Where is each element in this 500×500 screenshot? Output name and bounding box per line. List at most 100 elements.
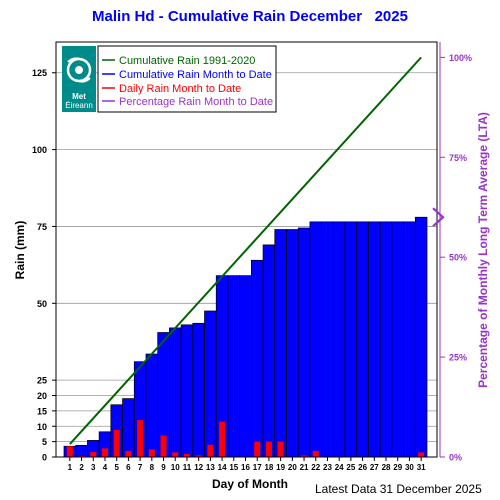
legend-daily: Daily Rain Month to Date <box>119 83 241 95</box>
x-tick-label: 25 <box>346 463 355 472</box>
cumulative-bar <box>368 221 381 458</box>
cumulative-bar <box>262 244 276 458</box>
chart-title: Malin Hd - Cumulative Rain December 2025 <box>92 8 408 25</box>
x-tick-label: 30 <box>405 463 414 472</box>
x-tick-label: 22 <box>311 463 320 472</box>
x-axis-label: Day of Month <box>212 477 288 491</box>
x-tick-label: 26 <box>358 463 367 472</box>
daily-bar <box>207 444 214 457</box>
chart-title-year: 2025 <box>374 8 408 25</box>
latest-data-footer: Latest Data 31 December 2025 <box>315 482 482 496</box>
x-tick-label: 13 <box>206 463 215 472</box>
legend-lta: Cumulative Rain 1991-2020 <box>119 55 255 67</box>
cumulative-bar <box>379 221 393 458</box>
lta-line-group <box>69 56 422 445</box>
percentage-marker-group <box>432 207 445 228</box>
cumulative-bar <box>356 221 369 458</box>
cumulative-bars <box>63 216 428 458</box>
cumulative-bar <box>192 322 205 458</box>
daily-bar <box>137 420 144 457</box>
cumulative-bar <box>274 229 287 458</box>
x-tick-label: 1 <box>68 463 73 472</box>
daily-bar <box>219 421 226 457</box>
cumulative-bar <box>180 324 194 458</box>
x-tick-label: 31 <box>417 463 426 472</box>
cumulative-bar <box>227 275 240 458</box>
daily-bar <box>160 435 167 457</box>
daily-bar <box>148 449 155 457</box>
cumulative-bar <box>169 327 182 458</box>
x-tick-label: 10 <box>171 463 180 472</box>
cumulative-bar <box>344 221 358 458</box>
cumulative-bar <box>332 221 346 458</box>
x-tick-label: 29 <box>393 463 402 472</box>
cumulative-bar <box>145 353 159 458</box>
y-tick-label: 15 <box>37 406 47 416</box>
x-tick-label: 24 <box>335 463 344 472</box>
legend-percentage: Percentage Rain Month to Date <box>119 96 273 108</box>
cumulative-bar <box>75 444 88 458</box>
daily-bar <box>418 452 425 457</box>
x-tick-label: 18 <box>264 463 273 472</box>
daily-bar <box>172 452 179 457</box>
y-axis: 0 5 10 15 20 25 50 75 100 125 <box>32 68 56 463</box>
y-tick-label: 50 <box>37 299 47 309</box>
x-tick-label: 3 <box>91 463 96 472</box>
x-tick-label: 5 <box>114 463 119 472</box>
x-tick-label: 8 <box>150 463 155 472</box>
daily-bar <box>101 448 108 457</box>
x-tick-label: 28 <box>382 463 391 472</box>
x-tick-label: 7 <box>138 463 143 472</box>
y2-tick-label: 25% <box>449 353 467 363</box>
y-tick-label: 125 <box>32 68 47 78</box>
daily-bar <box>195 455 202 457</box>
cumulative-bar <box>251 259 264 458</box>
x-tick-label: 16 <box>241 463 250 472</box>
daily-bar <box>183 453 190 457</box>
daily-bar <box>254 441 261 457</box>
percentage-marker <box>432 207 445 228</box>
y2-tick-label: 100% <box>449 53 472 63</box>
x-tick-label: 14 <box>218 463 227 472</box>
daily-bar <box>301 455 308 457</box>
cumulative-bar <box>122 398 135 458</box>
cumulative-bar <box>309 221 322 458</box>
x-tick-label: 11 <box>183 463 192 472</box>
logo-line1: Met <box>72 92 86 101</box>
y2-tick-label: 50% <box>449 253 467 263</box>
plot-frame <box>55 41 438 458</box>
daily-bars <box>66 420 425 457</box>
x-tick-label: 19 <box>276 463 285 472</box>
daily-bar <box>113 429 120 457</box>
cumulative-bar <box>286 229 299 458</box>
y2-axis-label: Percentage of Monthly Long Term Average … <box>476 112 490 388</box>
legend-cumulative: Cumulative Rain Month to Date <box>119 69 272 81</box>
x-tick-label: 15 <box>229 463 238 472</box>
y-tick-label: 5 <box>42 437 47 447</box>
cumulative-bar <box>414 216 428 458</box>
cumulative-bar <box>391 221 404 458</box>
daily-bar <box>90 452 97 457</box>
y-tick-label: 75 <box>37 222 47 232</box>
x-tick-label: 6 <box>126 463 131 472</box>
x-tick-label: 27 <box>370 463 379 472</box>
cumulative-bar <box>321 221 334 458</box>
daily-bar <box>312 450 319 457</box>
y-tick-label: 10 <box>37 422 47 432</box>
logo-line2: Éireann <box>65 101 93 110</box>
y-tick-label: 20 <box>37 391 47 401</box>
y2-axis: 0% 25% 50% 75% 100% <box>439 42 472 463</box>
x-tick-label: 20 <box>288 463 297 472</box>
x-tick-label: 21 <box>300 463 309 472</box>
x-tick-label: 17 <box>253 463 262 472</box>
lta-line <box>69 56 422 445</box>
y-tick-label: 100 <box>32 145 47 155</box>
y-axis-label: Rain (mm) <box>13 221 27 280</box>
x-tick-label: 23 <box>323 463 332 472</box>
y2-tick-label: 75% <box>449 153 467 163</box>
daily-bar <box>125 450 132 457</box>
legend: Cumulative Rain 1991-2020 Cumulative Rai… <box>97 45 277 113</box>
y-tick-label: 25 <box>37 376 47 386</box>
cumulative-bar <box>239 275 252 458</box>
